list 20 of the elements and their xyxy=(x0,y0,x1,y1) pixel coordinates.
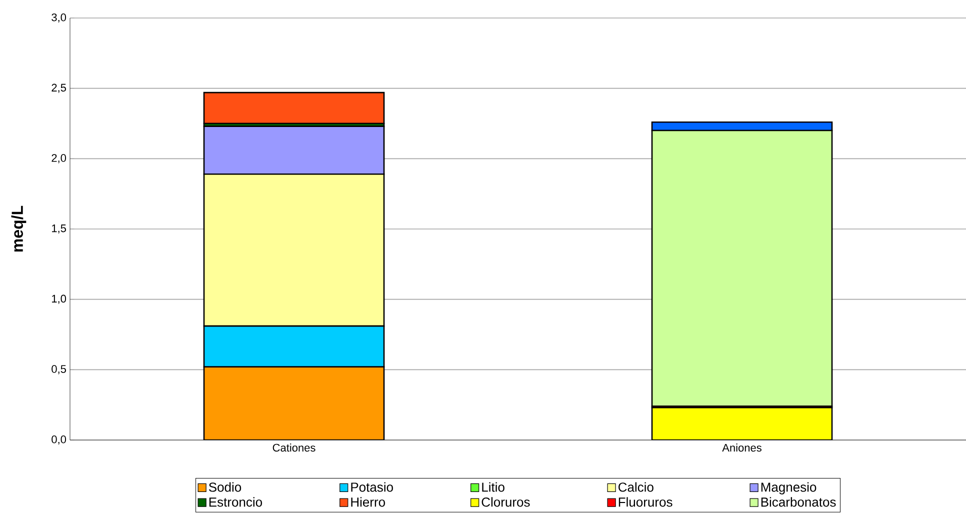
legend-label: Fluoruros xyxy=(618,497,672,507)
legend-label: Cloruros xyxy=(482,497,530,507)
legend-label: Magnesio xyxy=(761,482,816,494)
legend-label: Litio xyxy=(482,482,504,492)
legend-label: Sodio xyxy=(208,482,242,492)
legend-label: Hierro xyxy=(351,497,385,507)
y-tick-label: 1,5 xyxy=(52,224,66,234)
y-tick-label: 1,0 xyxy=(52,294,66,304)
y-tick-label: 0,0 xyxy=(52,435,66,445)
y-tick-label: 3,0 xyxy=(52,13,66,23)
legend-label: Potasio xyxy=(351,482,393,492)
legend-label: Estroncio xyxy=(209,497,262,507)
y-axis-title: meq/L xyxy=(11,206,26,252)
y-tick-label: 2,0 xyxy=(52,154,66,164)
legend-label: Calcio xyxy=(618,482,654,492)
legend-label: Bicarbonatos xyxy=(761,497,836,507)
y-tick-label: 2,5 xyxy=(52,84,66,93)
x-tick-label: Cationes xyxy=(272,444,316,452)
y-tick-label: 0,5 xyxy=(52,365,66,374)
x-tick-label: Aniones xyxy=(722,444,762,452)
